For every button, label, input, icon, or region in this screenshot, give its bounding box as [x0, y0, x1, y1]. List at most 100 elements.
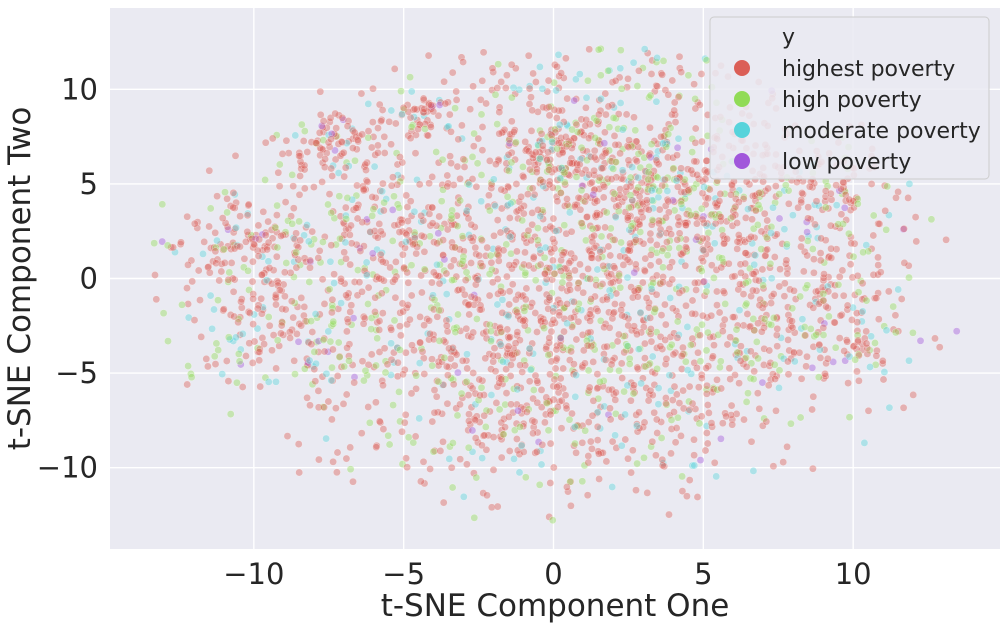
data-point — [604, 386, 613, 394]
data-point — [593, 370, 602, 378]
data-point — [243, 211, 252, 220]
data-point — [623, 342, 632, 351]
data-point — [454, 135, 463, 144]
data-point — [443, 182, 452, 191]
data-point — [701, 166, 709, 175]
data-point — [891, 328, 900, 337]
data-point — [212, 339, 221, 348]
data-point — [498, 380, 507, 388]
data-point — [462, 206, 471, 215]
data-point — [584, 265, 592, 273]
data-point — [606, 404, 614, 413]
data-point — [606, 415, 615, 424]
data-point — [883, 182, 892, 191]
data-point — [366, 227, 375, 236]
data-point — [838, 266, 847, 275]
data-point — [809, 392, 818, 401]
data-point — [300, 127, 309, 135]
data-point — [275, 286, 284, 294]
data-point — [905, 356, 913, 365]
data-point — [492, 399, 501, 407]
data-point — [308, 328, 317, 336]
data-point — [350, 128, 359, 137]
data-point — [646, 123, 654, 132]
data-point — [496, 287, 505, 296]
data-point — [328, 363, 336, 372]
data-point — [836, 311, 845, 320]
data-point — [804, 214, 812, 223]
data-point — [471, 243, 480, 252]
data-point — [291, 370, 299, 378]
data-point — [764, 184, 772, 193]
data-point — [513, 308, 521, 317]
data-point — [385, 440, 394, 449]
data-point — [505, 214, 514, 222]
data-point — [462, 377, 471, 386]
data-point — [679, 248, 688, 257]
data-point — [655, 187, 663, 195]
data-point — [583, 491, 592, 500]
data-point — [610, 236, 619, 244]
data-point — [215, 276, 224, 285]
data-point — [707, 261, 716, 270]
data-point — [357, 429, 366, 438]
data-point — [277, 329, 285, 338]
data-point — [464, 301, 473, 309]
data-point — [876, 268, 885, 277]
data-point — [749, 467, 758, 475]
data-point — [646, 229, 655, 238]
data-point — [827, 244, 835, 253]
data-point — [520, 260, 528, 269]
data-point — [581, 426, 590, 435]
data-point — [443, 171, 452, 180]
data-point — [874, 253, 882, 262]
data-point — [585, 383, 594, 392]
data-point — [508, 350, 516, 359]
data-point — [362, 258, 371, 267]
data-point — [767, 299, 775, 307]
data-point — [755, 404, 764, 413]
data-point — [362, 166, 370, 174]
data-point — [854, 336, 862, 345]
data-point — [864, 406, 873, 415]
data-point — [416, 313, 424, 321]
data-point — [592, 210, 601, 219]
data-point — [741, 259, 750, 268]
data-point — [681, 221, 690, 229]
data-point — [249, 320, 257, 328]
data-point — [630, 287, 639, 295]
data-point — [320, 300, 329, 308]
data-point — [628, 163, 637, 172]
data-point — [688, 296, 697, 305]
data-point — [752, 338, 761, 346]
data-point — [701, 175, 710, 183]
data-point — [600, 182, 609, 191]
data-point — [754, 354, 762, 363]
data-point — [402, 191, 411, 200]
data-point — [493, 502, 502, 511]
data-point — [783, 442, 791, 451]
data-point — [847, 239, 856, 248]
data-point — [673, 235, 682, 244]
data-point — [398, 427, 406, 436]
data-point — [574, 317, 583, 326]
data-point — [641, 254, 650, 263]
data-point — [281, 305, 290, 314]
data-point — [626, 173, 635, 182]
data-point — [610, 308, 618, 317]
data-point — [487, 327, 495, 336]
data-point — [505, 261, 514, 269]
data-point — [819, 323, 828, 332]
data-point — [715, 308, 724, 317]
data-point — [303, 221, 311, 229]
data-point — [432, 392, 441, 401]
data-point — [746, 374, 755, 383]
data-point — [465, 417, 473, 425]
data-point — [300, 184, 309, 193]
data-point — [359, 185, 368, 194]
data-point — [489, 351, 498, 360]
data-point — [635, 66, 643, 75]
data-point — [577, 143, 586, 152]
data-point — [498, 308, 507, 317]
data-point — [327, 135, 335, 144]
